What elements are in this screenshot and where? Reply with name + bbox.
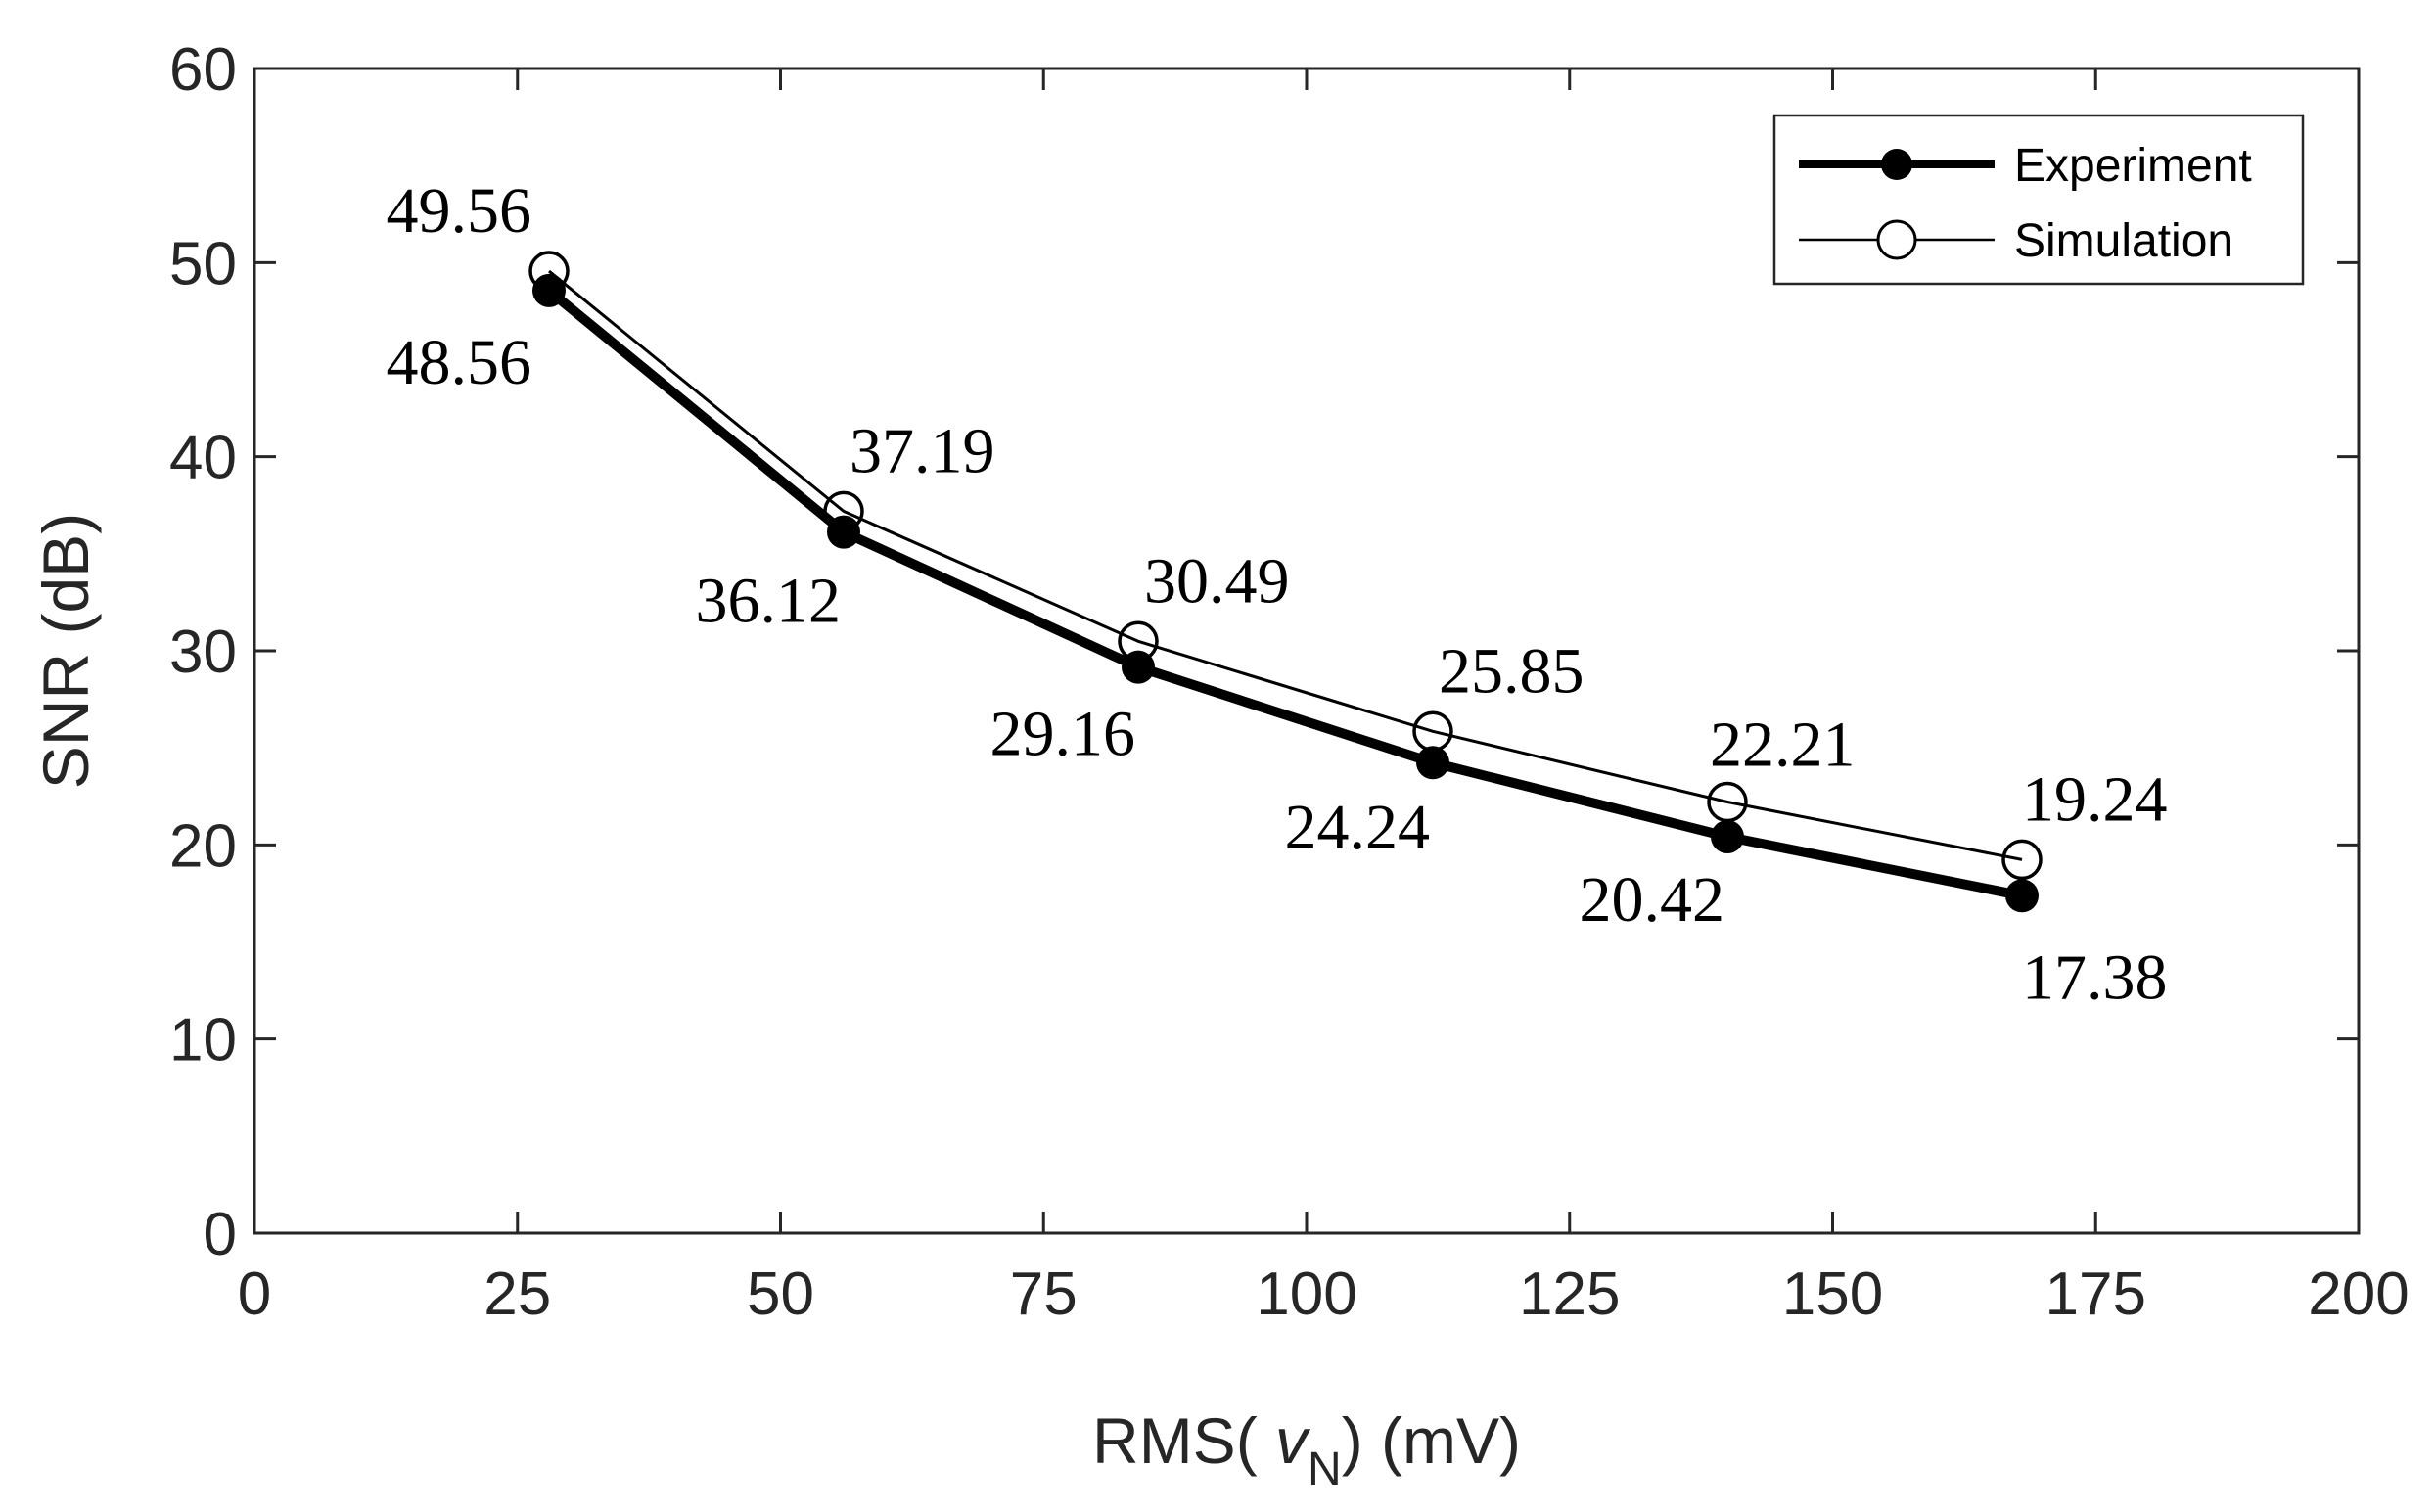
simulation-data-label: 19.24 — [2022, 763, 2168, 835]
x-tick-label: 25 — [483, 1260, 551, 1328]
legend-label-simulation: Simulation — [2014, 215, 2233, 267]
simulation-line — [548, 269, 2023, 861]
experiment-data-label: 24.24 — [1285, 792, 1431, 863]
simulation-point — [1118, 620, 1159, 663]
simulation-point — [1707, 781, 1748, 823]
series-lines — [545, 269, 2023, 901]
y-tick-label: 50 — [169, 230, 237, 298]
experiment-data-label: 17.38 — [2022, 941, 2168, 1013]
simulation-point — [528, 251, 570, 292]
x-tick-label: 50 — [747, 1260, 814, 1328]
simulation-data-label: 25.85 — [1439, 635, 1585, 707]
experiment-data-label: 48.56 — [387, 327, 532, 398]
simulation-data-label: 37.19 — [850, 415, 995, 486]
experiment-point — [1416, 746, 1449, 780]
data-markers — [528, 251, 2043, 913]
legend-marker-simulation — [1876, 219, 1917, 260]
x-tick-label: 75 — [1010, 1260, 1078, 1328]
experiment-point — [827, 515, 860, 549]
simulation-point — [2001, 839, 2043, 881]
legend-marker-experiment — [1881, 149, 1912, 180]
data-labels: 48.56 36.12 29.16 24.24 20.42 17.38 49.56 37.19… — [387, 175, 2168, 1013]
y-tick-label: 40 — [169, 425, 237, 492]
experiment-data-label: 20.42 — [1580, 864, 1725, 936]
legend: Experiment Simulation — [1772, 114, 2305, 286]
y-tick-label: 0 — [204, 1201, 237, 1268]
legend-box — [1772, 114, 2305, 286]
x-tick-label: 150 — [1782, 1260, 1883, 1328]
y-tick-label: 10 — [169, 1007, 237, 1075]
legend-label-experiment: Experiment — [2014, 140, 2252, 192]
simulation-data-label: 49.56 — [387, 175, 532, 247]
simulation-point — [823, 490, 864, 532]
y-tick-label: 20 — [169, 812, 237, 880]
simulation-point — [1412, 710, 1453, 753]
x-tick-label: 200 — [2308, 1260, 2409, 1328]
simulation-data-label: 22.21 — [1710, 710, 1856, 781]
y-axis-label: SNR (dB) — [29, 513, 102, 789]
x-axis-label: RMS( vN) (mV) — [1092, 1404, 1521, 1495]
axis-ticks: 0 25 50 75 100 125 150 175 200 0 10 20 30 40 50 60 — [169, 36, 2410, 1328]
y-tick-label: 60 — [169, 36, 237, 104]
experiment-data-label: 29.16 — [990, 699, 1136, 770]
y-tick-label: 30 — [169, 619, 237, 686]
simulation-data-label: 30.49 — [1144, 545, 1290, 617]
experiment-point — [2005, 879, 2039, 913]
x-tick-label: 175 — [2045, 1260, 2146, 1328]
x-tick-label: 0 — [238, 1260, 271, 1328]
experiment-data-label: 36.12 — [696, 566, 842, 637]
x-tick-label: 125 — [1519, 1260, 1620, 1328]
experiment-line — [545, 287, 2023, 901]
x-tick-label: 100 — [1256, 1260, 1356, 1328]
experiment-point — [1711, 820, 1744, 854]
